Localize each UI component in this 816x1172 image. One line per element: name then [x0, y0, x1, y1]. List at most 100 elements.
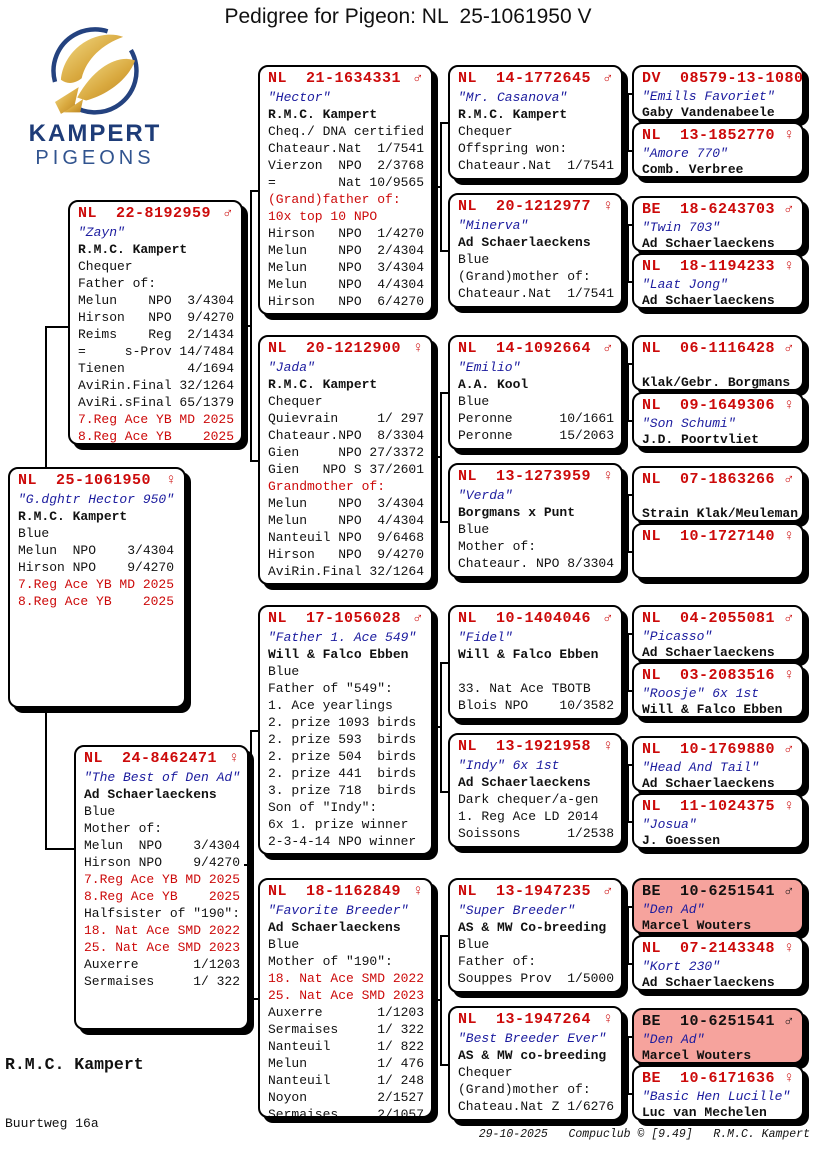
pedigree-box-nl-10-1769880: NL 10-1769880 ♂ "Head And Tail" Ad Schaerla…	[632, 736, 804, 792]
fancier-name: R.M.C. Kampert	[268, 107, 378, 122]
detail-line: Dark chequer/a-gen	[458, 792, 599, 807]
connector-line	[627, 363, 632, 365]
detail-line: Hirson NPO 9/4270	[84, 855, 241, 870]
connector-line	[440, 392, 448, 394]
detail-line: Sermaises 2/1057	[268, 1107, 425, 1118]
male-icon: ♂	[784, 471, 794, 488]
pedigree-box-nl-10-1404046: NL 10-1404046 ♂ "Fidel" Will & Falco Ebben 3…	[448, 605, 623, 720]
ring-number-row: BE 10-6171636 ♀	[642, 1070, 794, 1089]
connector-line	[627, 551, 632, 553]
female-icon: ♀	[413, 883, 423, 900]
ring-number-row: NL 13-1947264 ♀	[458, 1011, 613, 1030]
ring-number: BE 10-6251541	[642, 883, 776, 900]
connector-line	[440, 791, 448, 793]
fancier-name: Ad Schaerlaeckens	[642, 644, 775, 660]
detail-line: Halfsister of "190":	[84, 906, 241, 921]
detail-line: 8.Reg Ace YB 2025	[78, 429, 235, 444]
ring-number: NL 20-1212900	[268, 340, 402, 357]
detail-line: Mother of "190":	[268, 954, 393, 969]
connector-line	[627, 764, 632, 766]
pedigree-box-be-18-6243703: BE 18-6243703 ♂ "Twin 703" Ad Schaerlaecken…	[632, 196, 804, 252]
pigeon-name: "Josua"	[642, 817, 697, 832]
pedigree-box-nl-24-8462471: NL 24-8462471 ♀ "The Best of Den Ad" Ad Sch…	[74, 745, 249, 1030]
detail-line: Chateau.Nat Z 1/6276	[458, 1099, 615, 1114]
ring-number-row: NL 09-1649306 ♀	[642, 397, 794, 416]
fancier-name: AS & MW Co-breeding	[458, 920, 607, 935]
ring-number-row: NL 06-1116428 ♂	[642, 340, 794, 359]
detail-line: Father of "549":	[268, 681, 393, 696]
pigeon-name: "Hector"	[268, 90, 331, 105]
detail-line: Blue	[458, 394, 490, 409]
fancier-name: Marcel Wouters	[642, 917, 752, 933]
connector-line	[627, 93, 632, 95]
footer-credit: 29-10-2025 Compuclub © [9.49] R.M.C. Kam…	[478, 1128, 810, 1141]
pedigree-box-be-10-6251541-a: BE 10-6251541 ♂ "Den Ad" Marcel Wouters	[632, 878, 804, 934]
fancier-name: Ad Schaerlaeckens	[84, 787, 217, 802]
pigeon-name: "Den Ad"	[642, 1032, 705, 1047]
ring-number: NL 13-1947264	[458, 1011, 592, 1028]
detail-line: AviRin.Final 32/1264	[78, 378, 235, 393]
pedigree-box-nl-09-1649306: NL 09-1649306 ♀ "Son Schumi" J.D. Poortvlie…	[632, 392, 804, 448]
connector-line	[440, 122, 448, 124]
female-icon: ♀	[166, 472, 176, 489]
detail-line: Blue	[458, 252, 490, 267]
connector-line	[623, 661, 627, 663]
male-icon: ♂	[603, 70, 613, 87]
detail-line: Chateaur.Nat 1/7541	[458, 158, 615, 173]
connector-line	[440, 935, 442, 1064]
contact-block: R.M.C. Kampert Buurtweg 16a 6744PR Ederv…	[5, 1016, 239, 1172]
connector-line	[250, 730, 252, 998]
connector-line	[433, 999, 440, 1001]
female-icon: ♀	[784, 1070, 794, 1087]
ring-number: DV 08579-13-1080	[642, 70, 804, 87]
detail-line: Blois NPO 10/3582	[458, 698, 615, 713]
pedigree-box-nl-18-1194233: NL 18-1194233 ♀ "Laat Jong" Ad Schaerlaecke…	[632, 253, 804, 309]
pigeon-name: "Laat Jong"	[642, 277, 728, 292]
female-icon: ♀	[784, 940, 794, 957]
pigeon-name: "G.dghtr Hector 950"	[18, 492, 175, 507]
detail-line: Melun NPO 4/4304	[268, 513, 425, 528]
pedigree-box-nl-13-1947235: NL 13-1947235 ♂ "Super Breeder" AS & MW Co-…	[448, 878, 623, 993]
pedigree-box-nl-14-1092664: NL 14-1092664 ♂ "Emilio" A.A. Kool Blue Peron…	[448, 335, 623, 450]
pedigree-box-nl-03-2083516: NL 03-2083516 ♀ "Roosje" 6x 1st Will & Falc…	[632, 662, 804, 718]
ring-number-row: BE 10-6251541 ♂	[642, 1013, 794, 1032]
detail-line: Melun NPO 3/4304	[84, 838, 241, 853]
ring-number-row: NL 22-8192959 ♂	[78, 205, 233, 224]
detail-line: Melun NPO 3/4304	[268, 496, 425, 511]
connector-line	[623, 1064, 627, 1066]
ring-number-row: NL 21-1634331 ♂	[268, 70, 423, 89]
connector-line	[243, 325, 250, 327]
connector-line	[440, 250, 448, 252]
pedigree-box-nl-22-8192959: NL 22-8192959 ♂ "Zayn" R.M.C. Kampert Cheque…	[68, 200, 243, 445]
female-icon: ♀	[413, 340, 423, 357]
detail-line: Peronne 15/2063	[458, 428, 615, 443]
connector-line	[250, 460, 258, 462]
connector-line	[250, 190, 258, 192]
detail-line: Son of "Indy":	[268, 800, 378, 815]
pedigree-box-nl-14-1772645: NL 14-1772645 ♂ "Mr. Casanova" R.M.C. Kampe…	[448, 65, 623, 180]
male-icon: ♂	[223, 205, 233, 222]
ring-number-row: NL 25-1061950 ♀	[18, 472, 176, 491]
logo-brand-text: KAMPERT	[28, 120, 162, 147]
detail-line: Chequer	[458, 1065, 513, 1080]
detail-line: Offspring won:	[458, 141, 568, 156]
ring-number: NL 06-1116428	[642, 340, 776, 357]
detail-line: (Grand)mother of:	[458, 1082, 591, 1097]
ring-number-row: NL 13-1273959 ♀	[458, 468, 613, 487]
pigeon-name: "Roosje" 6x 1st	[642, 686, 760, 701]
fancier-name: Klak/Gebr. Borgmans	[642, 374, 791, 390]
pedigree-box-nl-21-1634331: NL 21-1634331 ♂ "Hector" R.M.C. Kampert Cheq…	[258, 65, 433, 315]
connector-line	[440, 122, 442, 250]
ring-number: NL 13-1921958	[458, 738, 592, 755]
kampert-logo: KAMPERT PIGEONS	[20, 22, 170, 170]
pigeon-name: "Best Breeder Ever"	[458, 1031, 607, 1046]
ring-number: NL 07-2143348	[642, 940, 776, 957]
pigeon-name: "Indy" 6x 1st	[458, 758, 560, 773]
ring-number-row: NL 13-1947235 ♂	[458, 883, 613, 902]
female-icon: ♀	[229, 750, 239, 767]
ring-number-row: NL 24-8462471 ♀	[84, 750, 239, 769]
ring-number: NL 20-1212977	[458, 198, 592, 215]
female-icon: ♀	[603, 1011, 613, 1028]
male-icon: ♂	[784, 1013, 794, 1030]
pedigree-box-nl-13-1921958: NL 13-1921958 ♀ "Indy" 6x 1st Ad Schaerlaec…	[448, 733, 623, 848]
